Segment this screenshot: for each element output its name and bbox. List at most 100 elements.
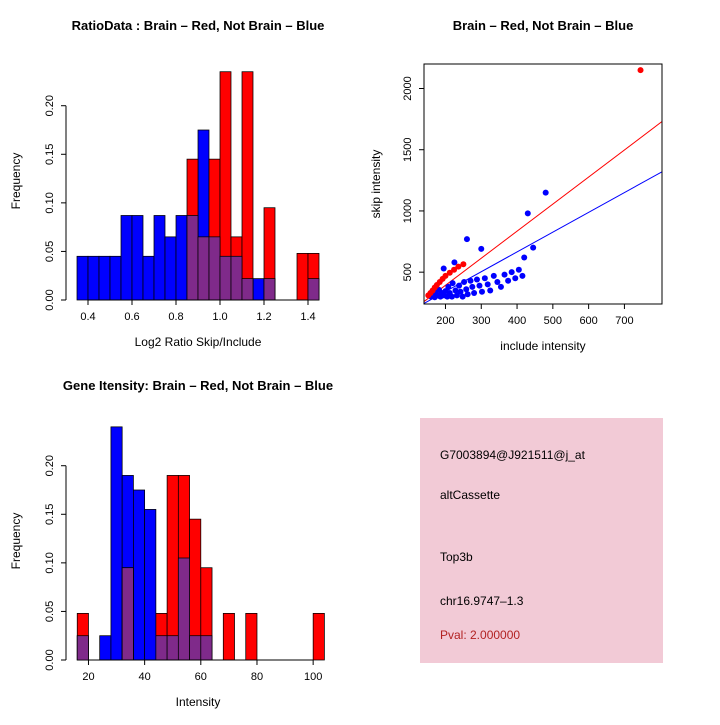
x-tick-label: 1.4 [300, 311, 315, 323]
x-tick-label: 1.2 [256, 311, 271, 323]
data-point [451, 259, 458, 266]
data-point [440, 265, 447, 272]
hist-bar [252, 278, 265, 301]
hist-bar [99, 635, 112, 661]
ratio-hist-svg: 0.4 0.6 0.8 1.0 1.2 1.4 0.00 0.05 0.10 0.15 0.20 Ra… [9, 18, 325, 349]
hist-bar [200, 635, 213, 661]
data-point [521, 254, 528, 261]
data-point [476, 282, 483, 289]
data-point [451, 266, 458, 273]
chart-title: RatioData : Brain – Red, Not Brain – Blu… [72, 18, 325, 33]
data-point [494, 278, 501, 285]
data-point [455, 263, 462, 270]
data-point [481, 275, 488, 282]
data-point [497, 283, 504, 290]
data-point [469, 283, 476, 290]
hist-bar [76, 635, 89, 661]
data-point [467, 277, 474, 284]
data-point [490, 272, 497, 279]
y-tick-label: 0.15 [44, 504, 56, 525]
hist-bar [186, 215, 199, 301]
hist-bar [164, 236, 177, 301]
hist-bar [177, 557, 190, 661]
hist-bar [98, 255, 111, 301]
data-point [453, 292, 460, 299]
x-tick-label: 500 [544, 315, 562, 327]
pval-text: Pval: 2.000000 [440, 628, 521, 642]
y-tick-label: 0.10 [44, 192, 56, 213]
data-point [512, 275, 519, 282]
x-tick-label: 60 [195, 671, 207, 683]
bars [76, 426, 325, 661]
info-line: Top3b [440, 550, 473, 564]
x-axis-label: Log2 Ratio Skip/Include [135, 335, 262, 349]
data-point [460, 261, 467, 268]
y-tick-label: 0.20 [44, 455, 56, 476]
hist-bar [155, 635, 168, 661]
x-tick-label: 300 [472, 315, 490, 327]
data-point [452, 287, 459, 294]
y-tick-label: 0.20 [44, 95, 56, 116]
panel-intensity-scatter: 200 300 400 500 600 700 500 1000 1500 2000 Brain –… [360, 0, 720, 360]
y-tick-label: 500 [402, 263, 414, 281]
info-box: G7003894@J921511@j_at altCassette Top3b chr… [420, 418, 663, 663]
data-point [471, 289, 478, 296]
data-point [449, 280, 456, 287]
data-point [464, 291, 471, 298]
hist-bar [219, 255, 232, 301]
intensity-scatter-svg: 200 300 400 500 600 700 500 1000 1500 2000 Brain –… [369, 18, 663, 353]
data-point [508, 269, 515, 276]
hist-bar [175, 215, 188, 301]
hist-bar [312, 612, 325, 661]
data-point [459, 293, 466, 300]
data-point [461, 278, 468, 285]
info-line: chr16.9747–1.3 [440, 594, 524, 608]
hist-bar [142, 255, 155, 301]
y-tick-label: 0.05 [44, 241, 56, 262]
hist-bar [222, 612, 235, 661]
x-tick-label: 20 [82, 671, 94, 683]
hist-bar [144, 509, 157, 661]
data-point [448, 293, 455, 300]
data-point [442, 272, 449, 279]
data-point [478, 245, 485, 252]
x-axis-label: include intensity [500, 339, 585, 353]
y-tick-label: 0.10 [44, 552, 56, 573]
x-tick-label: 600 [579, 315, 597, 327]
hist-bar [245, 612, 258, 661]
y-tick-label: 0.15 [44, 144, 56, 165]
data-point [445, 283, 452, 290]
data-point [484, 281, 491, 288]
x-tick-label: 700 [615, 315, 633, 327]
hist-bar [241, 71, 254, 301]
points-red [425, 67, 644, 299]
data-point [519, 272, 526, 279]
hist-bar [87, 255, 100, 301]
x-tick-label: 0.8 [168, 311, 183, 323]
x-tick-label: 100 [304, 671, 322, 683]
panel-ratio-histogram: 0.4 0.6 0.8 1.0 1.2 1.4 0.00 0.05 0.10 0.15 0.20 Ra… [0, 0, 360, 360]
data-point [463, 236, 470, 243]
x-tick-label: 200 [436, 315, 454, 327]
hist-bar [189, 635, 202, 661]
hist-bar [241, 278, 254, 301]
chart-title: Gene Itensity: Brain – Red, Not Brain – … [63, 378, 333, 393]
x-tick-label: 40 [139, 671, 151, 683]
x-tick-label: 400 [508, 315, 526, 327]
gene-hist-svg: 20 40 60 80 100 0.00 0.05 0.10 0.15 0.20 Gene Iten… [9, 378, 333, 709]
y-tick-label: 0.00 [44, 649, 56, 670]
panel-gene-histogram: 20 40 60 80 100 0.00 0.05 0.10 0.15 0.20 Gene Iten… [0, 360, 360, 720]
red-fit-line [424, 121, 662, 302]
y-tick-label: 0.00 [44, 289, 56, 310]
fit-lines [424, 121, 662, 304]
panel-info: G7003894@J921511@j_at altCassette Top3b chr… [360, 360, 720, 720]
data-point [457, 288, 464, 295]
data-point [446, 269, 453, 276]
data-point [542, 189, 549, 196]
bars [76, 71, 320, 301]
hist-bar [230, 255, 243, 301]
hist-bar [296, 252, 309, 301]
x-tick-label: 0.4 [80, 311, 95, 323]
points-blue [428, 189, 549, 301]
